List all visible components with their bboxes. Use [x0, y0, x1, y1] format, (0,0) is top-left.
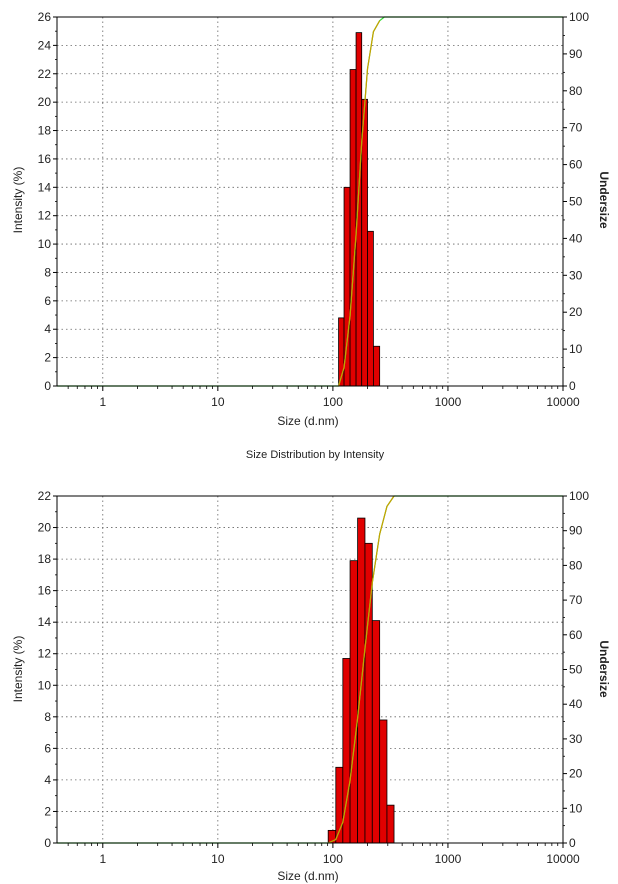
chart-top-ytick-right-label: 100: [569, 10, 589, 24]
chart-top-bar: [355, 32, 363, 387]
chart-top-ytick-right-label: 0: [569, 379, 576, 393]
chart-top-ytick-right-label: 20: [569, 305, 583, 319]
chart-bottom-ytick-right-label: 40: [569, 697, 583, 711]
chart-top-bar: [349, 69, 357, 387]
chart-top-ylabel-left: Intensity (%): [11, 167, 25, 234]
chart-bottom-ytick-left-label: 0: [44, 836, 51, 850]
chart-bottom-ylabel-left: Intensity (%): [11, 636, 25, 703]
chart-top-bar: [367, 230, 374, 387]
chart-top-ytick-left-label: 12: [38, 209, 52, 223]
chart-bottom-ytick-left-label: 8: [44, 710, 51, 724]
chart-top-ytick-right-label: 50: [569, 195, 583, 209]
chart-bottom-fit-line: [327, 495, 395, 844]
chart-bottom-xtick-label: 1: [99, 852, 106, 866]
chart-top-ytick-left-label: 14: [38, 180, 52, 194]
chart-top-ytick-right-label: 30: [569, 268, 583, 282]
chart-bottom-bar: [349, 560, 359, 844]
chart-bottom-ytick-left-label: 10: [38, 678, 52, 692]
chart-bottom-ytick-right-label: 60: [569, 628, 583, 642]
chart-bottom-bar: [371, 620, 381, 844]
chart-bottom-xtick-label: 10: [211, 852, 225, 866]
chart-bottom: 0 2 4 6 8 10 12 14 16 18 20 22 0 10 20 30 40 50 60 70 80 90 10…: [38, 489, 590, 866]
chart-top-ytick-left-label: 6: [44, 294, 51, 308]
chart-bottom-ylabel-right: Undersize: [597, 640, 611, 698]
chart-top-bar: [373, 345, 381, 387]
chart-bottom-ytick-right-label: 30: [569, 732, 583, 746]
chart-bottom-ytick-right-label: 70: [569, 593, 583, 607]
chart-top-ytick-left-label: 0: [44, 379, 51, 393]
chart-bottom-ytick-right-label: 10: [569, 801, 583, 815]
chart-bottom-xtick-label: 10000: [546, 852, 580, 866]
chart-top-ytick-left-label: 2: [44, 351, 51, 365]
chart-top-xtick-label: 10000: [546, 395, 580, 409]
chart-bottom-ytick-right-label: 0: [569, 836, 576, 850]
chart-top-ytick-left-label: 4: [44, 322, 51, 336]
chart-top-ytick-right-label: 80: [569, 84, 583, 98]
chart-top: 0246810121416182022242601020304050607080…: [38, 10, 590, 409]
chart-top-ytick-right-label: 90: [569, 47, 583, 61]
chart-top-ytick-right-label: 70: [569, 121, 583, 135]
chart-top-ytick-right-label: 40: [569, 231, 583, 245]
chart-top-xtick-label: 100: [323, 395, 343, 409]
chart-top-ytick-left-label: 8: [44, 265, 51, 279]
chart-top-xlabel: Size (d.nm): [277, 414, 338, 428]
chart-caption: Size Distribution by Intensity: [246, 449, 385, 461]
chart-bottom-ytick-right-label: 80: [569, 558, 583, 572]
chart-bottom-ytick-left-label: 6: [44, 741, 51, 755]
chart-bottom-ytick-left-label: 2: [44, 804, 51, 818]
chart-top-ytick-right-label: 60: [569, 158, 583, 172]
chart-bottom-ytick-left-label: 16: [38, 584, 52, 598]
chart-bottom-ytick-left-label: 12: [38, 647, 52, 661]
chart-top-ylabel-right: Undersize: [597, 171, 611, 229]
chart-top-xtick-label: 1: [99, 395, 106, 409]
chart-bottom-ytick-left-label: 14: [38, 615, 52, 629]
chart-bottom-bar: [386, 804, 395, 844]
chart-top-bar: [361, 98, 368, 387]
chart-bottom-xtick-label: 1000: [435, 852, 462, 866]
chart-bottom-ytick-left-label: 20: [38, 521, 52, 535]
chart-top-xtick-label: 1000: [435, 395, 462, 409]
chart-bottom-ytick-right-label: 20: [569, 767, 583, 781]
chart-top-ytick-left-label: 22: [38, 67, 52, 81]
chart-bottom-ytick-right-label: 100: [569, 489, 589, 503]
chart-top-ytick-left-label: 20: [38, 95, 52, 109]
chart-top-ytick-left-label: 24: [38, 38, 52, 52]
chart-bottom-xtick-label: 100: [323, 852, 343, 866]
chart-bottom-xlabel: Size (d.nm): [277, 869, 338, 883]
chart-bottom-ytick-left-label: 4: [44, 773, 51, 787]
chart-bottom-ytick-left-label: 22: [38, 489, 52, 503]
chart-bottom-ytick-right-label: 50: [569, 663, 583, 677]
chart-bottom-ytick-right-label: 90: [569, 524, 583, 538]
chart-bottom-ytick-left-label: 18: [38, 552, 52, 566]
chart-top-ytick-left-label: 26: [38, 10, 52, 24]
chart-top-ytick-left-label: 10: [38, 237, 52, 251]
chart-top-ytick-left-label: 18: [38, 124, 52, 138]
chart-top-xtick-label: 10: [211, 395, 225, 409]
chart-top-ytick-right-label: 10: [569, 342, 583, 356]
chart-top-fit-line: [337, 20, 381, 387]
chart-top-ytick-left-label: 16: [38, 152, 52, 166]
chart-bottom-bar: [379, 719, 388, 844]
